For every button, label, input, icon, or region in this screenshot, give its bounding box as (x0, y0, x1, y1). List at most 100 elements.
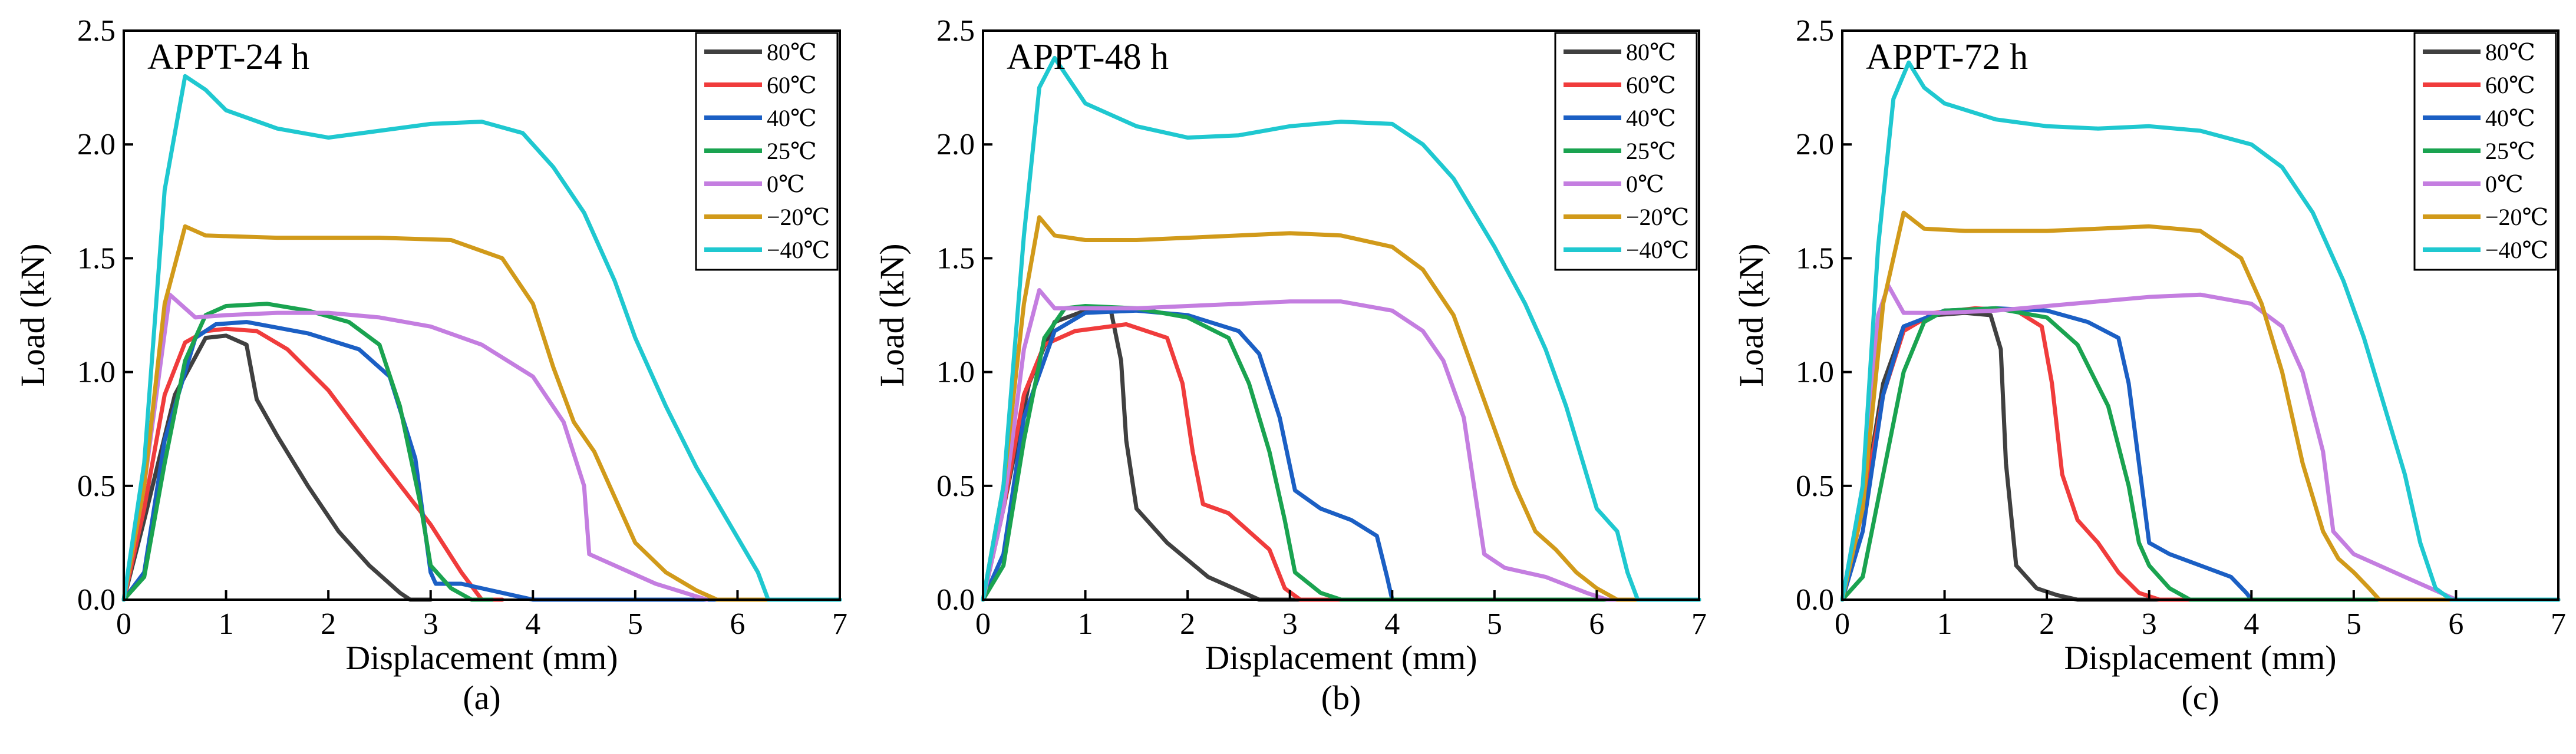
legend-entry: −40℃ (767, 237, 830, 263)
legend-entry: 25℃ (2485, 138, 2535, 164)
x-axis-label: Displacement (mm) (2064, 639, 2336, 677)
x-tick-label: 6 (730, 607, 745, 641)
series-line-1 (981, 322, 1701, 602)
panel-caption: (c) (2181, 679, 2219, 717)
x-tick-label: 0 (1835, 607, 1850, 641)
panel-title: APPT-48 h (1007, 37, 1169, 77)
y-tick-label: 2.0 (936, 128, 975, 161)
panel-title: APPT-24 h (147, 37, 309, 77)
x-tick-label: 5 (628, 607, 643, 641)
x-tick-label: 3 (423, 607, 438, 641)
legend-entry: 40℃ (1626, 105, 1676, 131)
legend-entry: 60℃ (767, 72, 817, 98)
legend-entry: −20℃ (2485, 204, 2548, 230)
legend-entry: −20℃ (767, 204, 830, 230)
series-line-2 (121, 320, 842, 602)
x-tick-label: 5 (1487, 607, 1502, 641)
x-tick-label: 3 (1282, 607, 1298, 641)
x-tick-label: 2 (2039, 607, 2054, 641)
x-tick-label: 4 (2244, 607, 2259, 641)
legend-entry: −40℃ (2485, 237, 2548, 263)
x-tick-label: 2 (1180, 607, 1195, 641)
legend-entry: 80℃ (1626, 39, 1676, 65)
legend: 80℃ 60℃ 40℃ 25℃ 0℃ −20℃ −40℃ (695, 32, 839, 271)
y-tick-label: 1.0 (936, 356, 975, 389)
y-axis-label: Load (kN) (14, 243, 52, 386)
legend-entry: 60℃ (1626, 72, 1676, 98)
x-tick-label: 7 (832, 607, 847, 641)
y-tick-label: 1.5 (936, 242, 975, 275)
x-tick-label: 1 (219, 607, 234, 641)
series-line-1 (121, 326, 504, 602)
series-line-1 (1840, 306, 2561, 602)
legend-entry: 25℃ (767, 138, 817, 164)
x-tick-label: 6 (2448, 607, 2463, 641)
y-tick-label: 1.0 (1796, 356, 1834, 389)
y-axis-label: Load (kN) (1732, 243, 1770, 386)
y-tick-label: 1.5 (77, 242, 116, 275)
plot-frame (123, 29, 841, 601)
x-tick-label: 4 (1384, 607, 1400, 641)
series-line-5 (121, 224, 842, 602)
x-tick-label: 3 (2142, 607, 2157, 641)
legend-entry: 80℃ (767, 39, 817, 65)
y-tick-label: 2.5 (77, 14, 116, 48)
series-line-3 (121, 302, 494, 602)
series-group (1840, 60, 2561, 602)
series-line-6 (1840, 60, 2561, 602)
y-axis-label: Load (kN) (873, 243, 911, 386)
x-tick-label: 7 (1691, 607, 1707, 641)
series-line-5 (981, 215, 1701, 602)
y-tick-label: 0.5 (77, 469, 116, 503)
y-tick-label: 0.0 (936, 583, 975, 617)
x-tick-label: 7 (2551, 607, 2566, 641)
legend-entry: 0℃ (767, 171, 805, 197)
series-line-4 (981, 288, 1701, 602)
legend-entry: −20℃ (1626, 204, 1689, 230)
legend-entry: 0℃ (2485, 171, 2524, 197)
series-line-3 (981, 304, 1701, 602)
x-tick-label: 4 (525, 607, 540, 641)
x-tick-label: 5 (2346, 607, 2361, 641)
series-line-0 (981, 308, 1701, 602)
legend-entry: 40℃ (767, 105, 817, 131)
legend-entry: 25℃ (1626, 138, 1676, 164)
series-line-2 (1840, 306, 2561, 602)
y-tick-label: 0.5 (936, 469, 975, 503)
x-tick-label: 6 (1589, 607, 1604, 641)
x-tick-label: 1 (1937, 607, 1952, 641)
x-axis-label: Displacement (mm) (1205, 639, 1477, 677)
legend-entry: 0℃ (1626, 171, 1664, 197)
series-line-2 (981, 308, 1701, 602)
y-tick-label: 2.5 (1796, 14, 1834, 48)
y-tick-label: 2.0 (1796, 128, 1834, 161)
legend-entry: 40℃ (2485, 105, 2535, 131)
legend-entry: 80℃ (2485, 39, 2535, 65)
x-axis-label: Displacement (mm) (345, 639, 618, 677)
chart-panel-2: 0 1 2 3 4 5 6 7 0.0 0.5 1.0 1.5 2.0 2.5 Displacement (… (1732, 14, 2566, 717)
series-line-6 (121, 74, 842, 602)
y-tick-label: 1.0 (77, 356, 116, 389)
series-line-3 (1840, 306, 2561, 602)
plot-frame (982, 29, 1700, 601)
panel-caption: (b) (1321, 679, 1361, 717)
chart-panel-0: 0 1 2 3 4 5 6 7 0.0 0.5 1.0 1.5 2.0 2.5 Displacement (… (14, 14, 847, 717)
y-tick-label: 0.0 (1796, 583, 1834, 617)
y-tick-label: 2.5 (936, 14, 975, 48)
series-line-4 (1840, 283, 2561, 602)
legend-entry: 60℃ (2485, 72, 2535, 98)
legend: 80℃ 60℃ 40℃ 25℃ 0℃ −20℃ −40℃ (1554, 32, 1698, 271)
y-tick-label: 0.0 (77, 583, 116, 617)
series-line-0 (1840, 310, 2561, 602)
y-tick-label: 1.5 (1796, 242, 1834, 275)
series-line-6 (981, 55, 1701, 602)
y-tick-label: 0.5 (1796, 469, 1834, 503)
x-tick-label: 1 (1078, 607, 1093, 641)
y-tick-label: 2.0 (77, 128, 116, 161)
legend-entry: −40℃ (1626, 237, 1689, 263)
panel-caption: (a) (463, 679, 500, 717)
series-group (981, 55, 1701, 602)
panel-title: APPT-72 h (1866, 37, 2028, 77)
legend: 80℃ 60℃ 40℃ 25℃ 0℃ −20℃ −40℃ (2413, 32, 2557, 271)
